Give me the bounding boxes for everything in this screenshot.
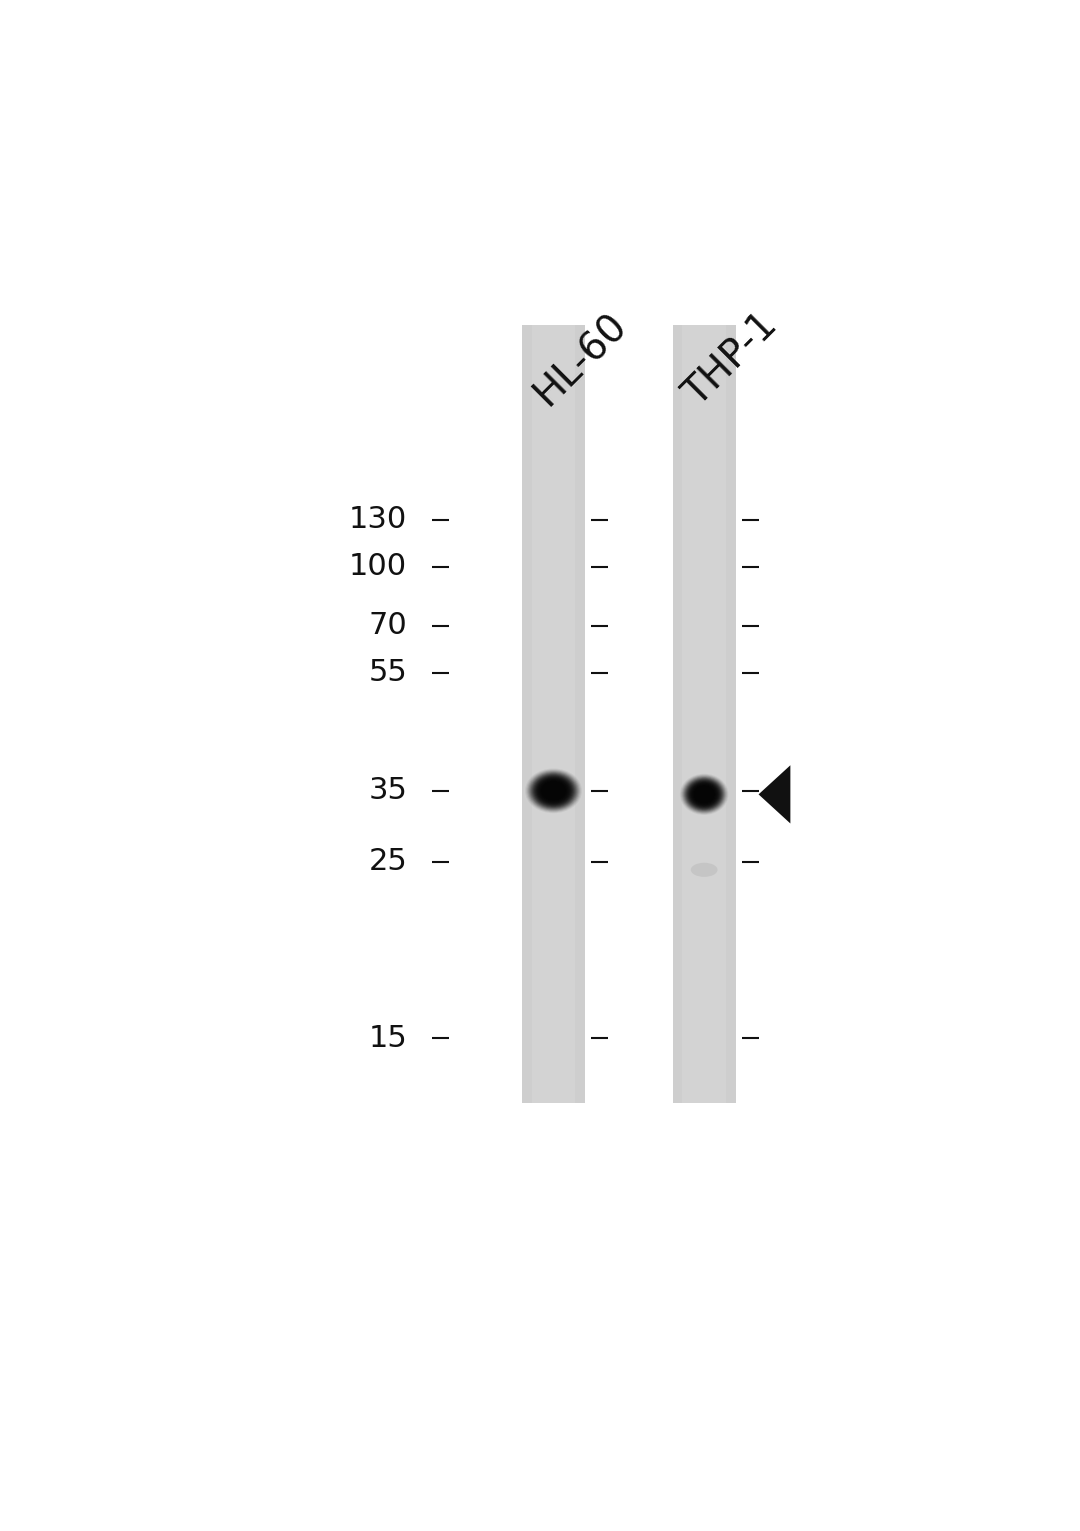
- Ellipse shape: [541, 781, 566, 801]
- Text: 70: 70: [368, 611, 407, 640]
- Text: 35: 35: [368, 776, 407, 805]
- Bar: [683, 325, 726, 1104]
- Ellipse shape: [683, 776, 726, 813]
- Ellipse shape: [684, 778, 725, 811]
- Ellipse shape: [544, 784, 563, 798]
- Ellipse shape: [696, 787, 713, 802]
- Ellipse shape: [530, 773, 577, 808]
- Ellipse shape: [532, 775, 575, 807]
- Ellipse shape: [692, 784, 716, 804]
- Ellipse shape: [690, 782, 718, 805]
- Ellipse shape: [680, 775, 728, 814]
- Ellipse shape: [531, 773, 576, 808]
- Ellipse shape: [540, 779, 567, 802]
- Ellipse shape: [680, 773, 728, 814]
- Text: 100: 100: [349, 553, 407, 582]
- Text: 25: 25: [368, 847, 407, 876]
- Ellipse shape: [685, 778, 724, 811]
- Ellipse shape: [691, 863, 717, 877]
- Ellipse shape: [525, 769, 582, 813]
- Ellipse shape: [689, 781, 719, 808]
- Ellipse shape: [536, 776, 571, 805]
- Bar: [522, 325, 585, 1104]
- Ellipse shape: [539, 779, 568, 802]
- Bar: [531, 325, 576, 1104]
- Text: 55: 55: [368, 658, 407, 687]
- Ellipse shape: [681, 775, 727, 813]
- Text: THP-1: THP-1: [677, 306, 785, 413]
- Text: 15: 15: [368, 1024, 407, 1053]
- Ellipse shape: [527, 770, 580, 811]
- Ellipse shape: [691, 784, 717, 805]
- Ellipse shape: [526, 769, 581, 813]
- Ellipse shape: [686, 779, 723, 810]
- Ellipse shape: [529, 772, 578, 810]
- Ellipse shape: [697, 787, 712, 801]
- Ellipse shape: [698, 788, 711, 799]
- Bar: [673, 325, 735, 1104]
- Ellipse shape: [528, 772, 579, 810]
- Ellipse shape: [534, 776, 573, 807]
- Ellipse shape: [545, 784, 562, 798]
- Ellipse shape: [542, 782, 565, 801]
- Ellipse shape: [694, 785, 714, 802]
- Ellipse shape: [689, 782, 719, 807]
- Ellipse shape: [546, 785, 561, 796]
- Ellipse shape: [687, 779, 721, 810]
- Ellipse shape: [538, 778, 569, 804]
- Ellipse shape: [697, 788, 712, 801]
- Ellipse shape: [537, 778, 570, 804]
- Text: HL-60: HL-60: [527, 306, 634, 413]
- Ellipse shape: [543, 782, 564, 799]
- Ellipse shape: [693, 785, 715, 804]
- Ellipse shape: [688, 781, 720, 808]
- Polygon shape: [758, 766, 791, 824]
- Text: 130: 130: [349, 505, 407, 534]
